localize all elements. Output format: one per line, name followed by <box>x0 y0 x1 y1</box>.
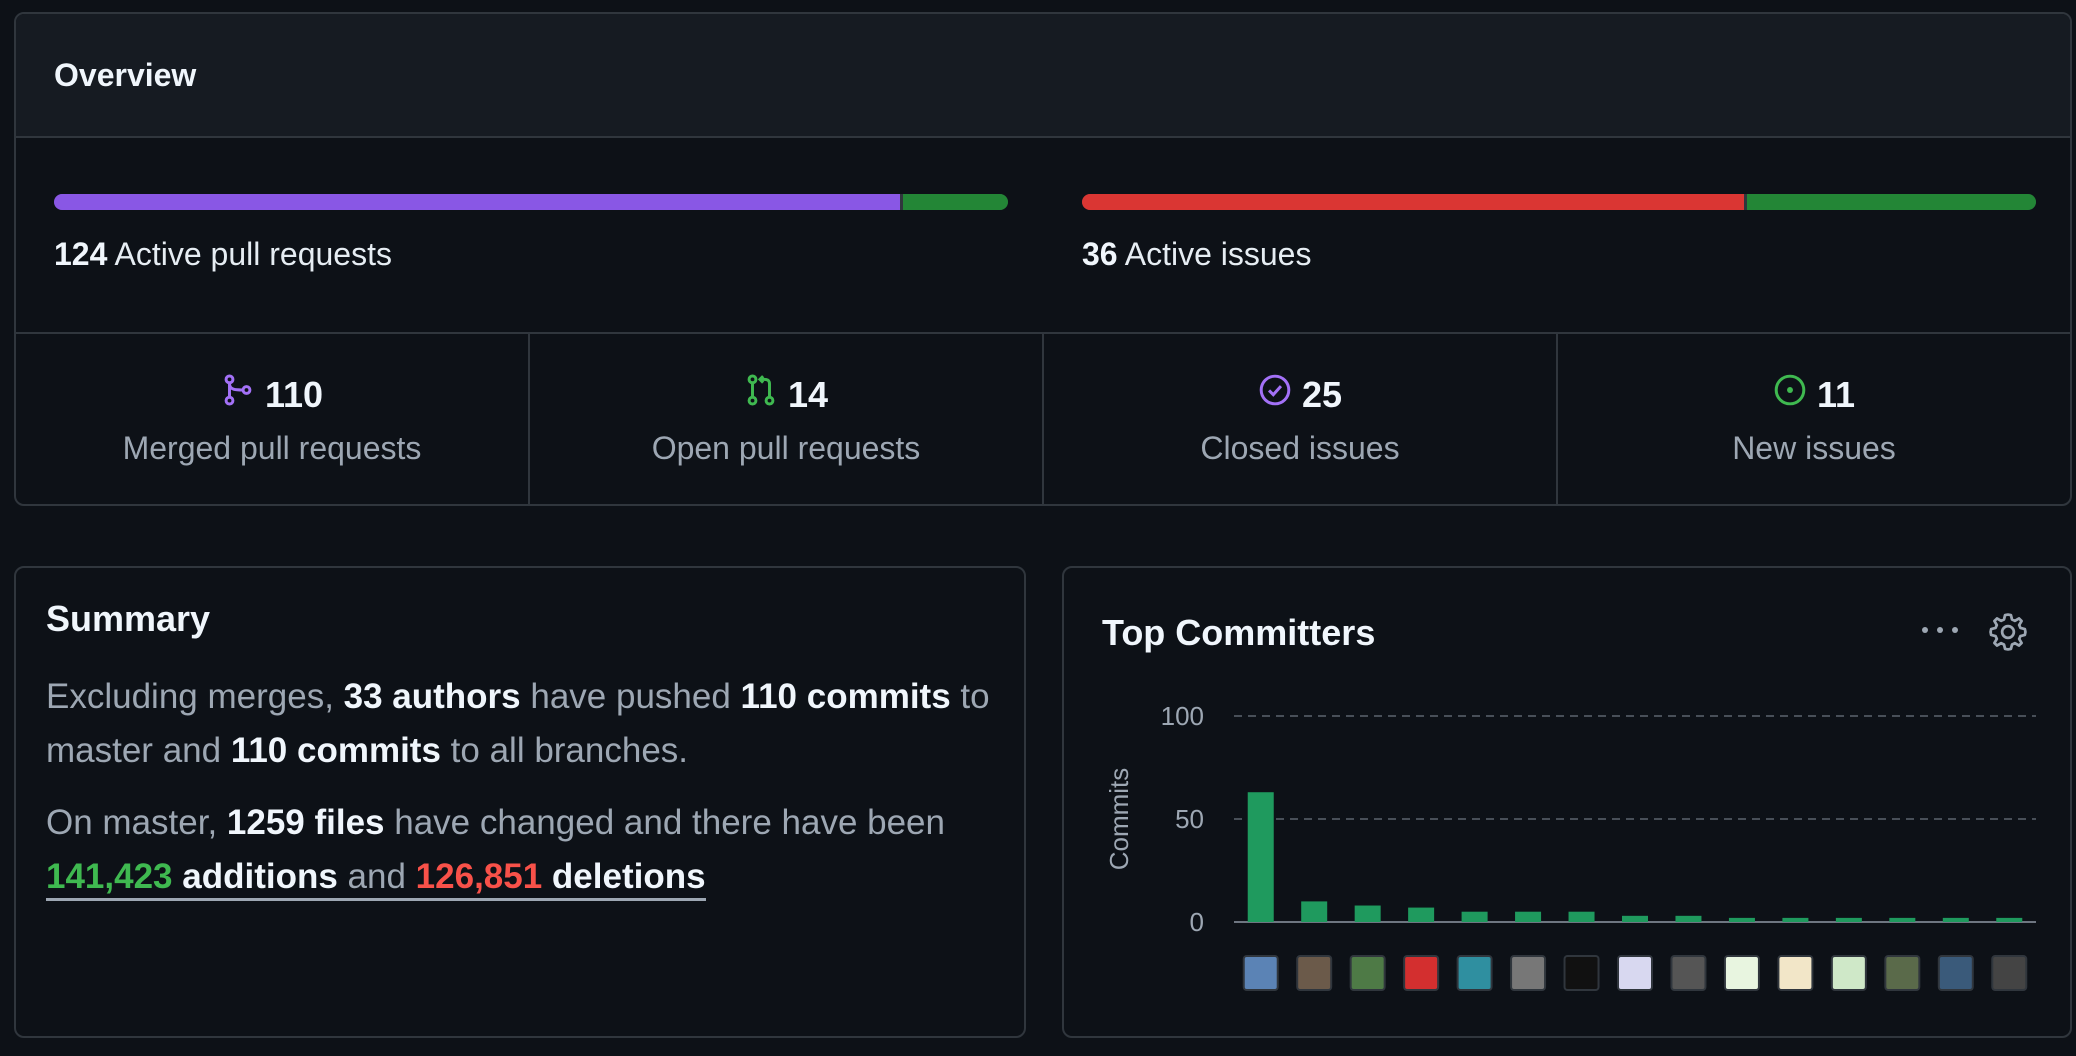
merged-segment <box>54 194 901 210</box>
issues-summary[interactable]: 36 Active issues <box>1082 194 2036 273</box>
committer-avatar <box>1403 955 1440 991</box>
overview-panel: Overview 124 Active pull requests 36 Act… <box>14 12 2072 506</box>
bar-committer-13 <box>1889 917 1916 922</box>
bar-committer-14 <box>1942 917 1969 922</box>
committer-avatar <box>1991 955 2028 991</box>
additions-label: additions <box>172 857 338 896</box>
open-pull-requests-label: Open pull requests <box>651 430 921 466</box>
issue-opened-icon <box>1773 373 1807 416</box>
summary-text: to all branches. <box>440 731 689 770</box>
top-committers-chart: Commits 100 50 0 <box>1104 701 2036 991</box>
committer-avatar <box>1296 955 1333 991</box>
bar-committer-8 <box>1622 915 1648 922</box>
additions-count: 141,423 <box>46 857 173 896</box>
stat-new-issues[interactable]: 11 New issues <box>1558 334 2070 504</box>
authors-count: 33 authors <box>343 677 521 716</box>
issues-caption: 36 Active issues <box>1082 236 2036 273</box>
merge-icon <box>221 373 255 416</box>
stat-closed-issues[interactable]: 25 Closed issues <box>1044 334 1558 504</box>
committer-avatar <box>1830 955 1867 991</box>
bar-committer-15 <box>1996 917 2023 922</box>
bar-committer-11 <box>1782 917 1809 922</box>
pull-requests-summary[interactable]: 124 Active pull requests <box>54 194 1008 273</box>
summary-text: Excluding merges, <box>46 677 344 716</box>
bar-committer-6 <box>1515 911 1542 922</box>
overview-stats: 110 Merged pull requests 14 Open pull re… <box>16 334 2070 504</box>
issues-progress-bar <box>1082 194 2036 210</box>
deletions-count: 126,851 <box>415 857 543 896</box>
closed-issues-label: Closed issues <box>1200 430 1400 466</box>
overview-title: Overview <box>54 56 197 93</box>
new-issues-label: New issues <box>1732 430 1896 466</box>
stat-merged-pull-requests[interactable]: 110 Merged pull requests <box>16 334 530 504</box>
overview-header: Overview <box>16 14 2070 138</box>
active-issues-count: 36 <box>1082 236 1118 272</box>
closed-segment <box>1082 194 1745 210</box>
bar-committer-4 <box>1408 907 1435 922</box>
files-changed: 1259 files <box>226 803 385 842</box>
bar-committer-12 <box>1835 917 1862 922</box>
committer-avatar <box>1349 955 1386 991</box>
bar-committer-2 <box>1301 901 1328 922</box>
y-tick-label: 50 <box>1175 804 1204 834</box>
bar-committer-3 <box>1354 905 1381 922</box>
committer-avatar <box>1777 955 1814 991</box>
overview-bars: 124 Active pull requests 36 Active issue… <box>16 138 2070 334</box>
deletions-label: deletions <box>542 857 706 896</box>
committer-avatar <box>1563 955 1600 991</box>
summary-panel: Summary Excluding merges, 33 authors hav… <box>14 566 1026 1038</box>
additions-deletions-link[interactable]: 141,423 additions and 126,851 deletions <box>46 857 706 901</box>
commits-to-master: 110 commits <box>740 677 951 716</box>
summary-text: have pushed <box>520 677 741 716</box>
committer-avatar <box>1456 955 1493 991</box>
merged-pull-requests-label: Merged pull requests <box>122 430 422 466</box>
committer-avatar <box>1937 955 1974 991</box>
committer-avatar <box>1617 955 1653 991</box>
closed-issues-value: 25 <box>1301 373 1343 415</box>
kebab-horizontal-icon[interactable] <box>1916 610 1964 650</box>
merged-pull-requests-value: 110 <box>264 373 324 415</box>
top-committers-title: Top Committers <box>1102 612 1376 653</box>
summary-text: and <box>337 857 416 896</box>
commits-to-all-branches: 110 commits <box>230 731 441 770</box>
new-issues-value: 11 <box>1816 373 1856 415</box>
stat-open-pull-requests[interactable]: 14 Open pull requests <box>530 334 1044 504</box>
pull-request-icon <box>744 373 778 416</box>
bar-committer-10 <box>1728 917 1755 922</box>
open-segment <box>903 194 1008 210</box>
summary-commits-paragraph: Excluding merges, 33 authors have pushed… <box>46 670 994 778</box>
check-circle-icon <box>1258 373 1292 416</box>
summary-text: On master, <box>46 803 227 842</box>
bar-committer-9 <box>1675 915 1702 922</box>
bar-committer-1 <box>1247 792 1274 922</box>
pull-requests-progress-bar <box>54 194 1008 210</box>
summary-title: Summary <box>46 598 211 639</box>
pull-requests-caption: 124 Active pull requests <box>54 236 1008 273</box>
committer-avatar <box>1723 955 1760 991</box>
y-tick-label: 100 <box>1161 701 1204 731</box>
summary-text: have changed and there have been <box>384 803 945 842</box>
gear-icon[interactable] <box>1986 610 2030 654</box>
new-segment <box>1747 194 2036 210</box>
summary-text: to master and <box>46 677 990 770</box>
committer-avatar <box>1510 955 1547 991</box>
committer-avatar <box>1884 955 1921 991</box>
bar-committer-5 <box>1461 911 1488 922</box>
bar-committer-7 <box>1568 911 1595 922</box>
committer-avatar <box>1242 955 1279 991</box>
active-pull-requests-count: 124 <box>54 236 108 272</box>
active-issues-label: Active issues <box>1124 236 1312 272</box>
y-tick-label: 0 <box>1190 907 1204 937</box>
y-axis-label: Commits <box>1104 768 1134 871</box>
committer-avatar <box>1670 955 1707 991</box>
open-pull-requests-value: 14 <box>787 373 829 415</box>
active-pull-requests-label: Active pull requests <box>114 236 392 272</box>
top-committers-panel: Commits 100 50 0 Top Committers <box>1062 566 2072 1038</box>
summary-changes-paragraph: On master, 1259 files have changed and t… <box>46 796 994 904</box>
